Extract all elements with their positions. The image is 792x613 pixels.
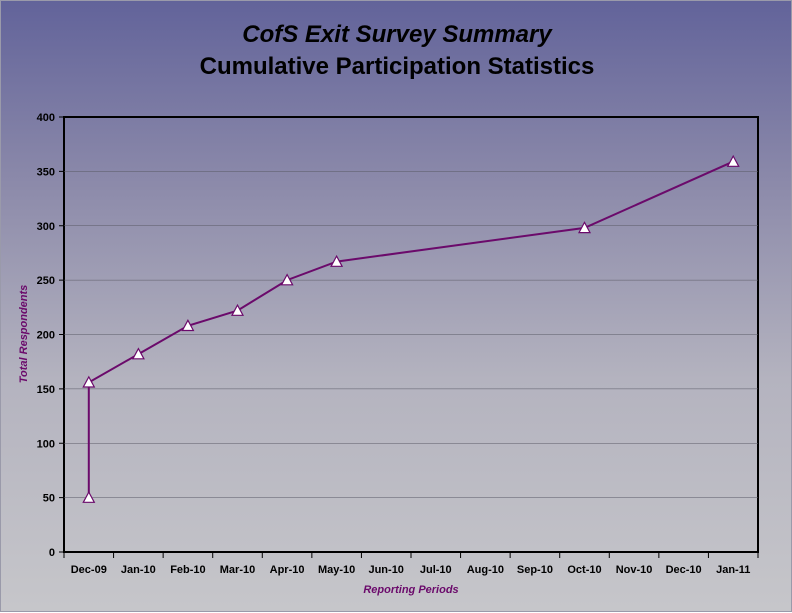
y-tick-label: 200	[37, 330, 55, 342]
y-tick-label: 250	[37, 275, 55, 287]
x-tick-label: Oct-10	[567, 564, 601, 576]
data-point-marker	[83, 492, 94, 502]
x-tick-label: Dec-09	[71, 564, 107, 576]
x-tick-label: Jun-10	[368, 564, 403, 576]
y-tick-label: 100	[37, 438, 55, 450]
y-tick-label: 300	[37, 221, 55, 233]
y-tick-label: 50	[43, 493, 55, 505]
x-axis-title: Reporting Periods	[363, 584, 458, 596]
chart-frame: CofS Exit Survey Summary Cumulative Part…	[0, 0, 792, 612]
x-axis-ticks: Dec-09 Jan-10 Feb-10 Mar-10 Apr-10 May-10 Jun-…	[64, 552, 758, 576]
y-tick-label: 350	[37, 166, 55, 178]
x-tick-label: May-10	[318, 564, 355, 576]
x-tick-label: Sep-10	[517, 564, 553, 576]
gridlines	[64, 171, 758, 497]
x-tick-label: Aug-10	[467, 564, 504, 576]
series-group	[83, 156, 738, 502]
x-tick-label: Nov-10	[616, 564, 653, 576]
x-tick-label: Jul-10	[420, 564, 452, 576]
data-point-marker	[133, 349, 144, 359]
y-tick-label: 0	[49, 547, 55, 559]
x-tick-label: Mar-10	[220, 564, 255, 576]
y-axis-title: Total Respondents	[18, 285, 30, 384]
y-axis-ticks: 0 50 100 150 200 250 300 350 400	[37, 112, 64, 559]
x-tick-label: Apr-10	[270, 564, 305, 576]
data-point-marker	[83, 377, 94, 387]
x-tick-label: Dec-10	[666, 564, 702, 576]
y-tick-label: 400	[37, 112, 55, 124]
y-tick-label: 150	[37, 384, 55, 396]
line-chart: 0 50 100 150 200 250 300 350 400 Dec-09 Jan-10 Feb…	[1, 1, 792, 613]
x-tick-label: Jan-11	[716, 564, 750, 576]
x-tick-label: Feb-10	[170, 564, 205, 576]
x-tick-label: Jan-10	[121, 564, 156, 576]
data-point-marker	[232, 305, 243, 315]
data-point-marker	[728, 156, 739, 166]
